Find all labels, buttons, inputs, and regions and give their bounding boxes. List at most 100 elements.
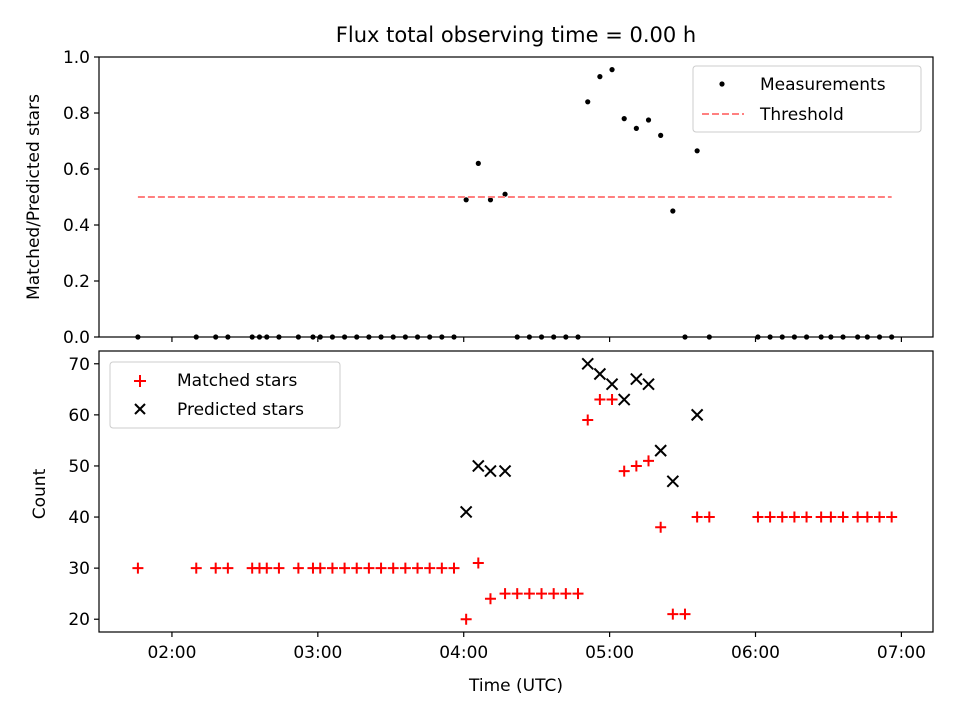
measurements-point <box>475 160 481 166</box>
matched-stars-point <box>764 511 776 523</box>
x-tick-label: 06:00 <box>731 643 780 663</box>
matched-stars-point <box>560 588 572 600</box>
matched-stars-point <box>655 521 667 533</box>
bottom-x-axis: 02:00 03:00 04:00 05:00 06:00 07:00 <box>147 632 926 663</box>
matched-stars-point <box>351 562 363 574</box>
matched-stars-point <box>852 511 864 523</box>
predicted-stars-point <box>642 378 655 391</box>
bottom-y-axis: 20 30 40 50 60 70 <box>68 355 99 630</box>
matched-stars-point <box>548 588 560 600</box>
predicted-stars-point <box>666 475 680 488</box>
predicted-stars-point <box>690 408 704 422</box>
matched-stars-point <box>752 511 764 523</box>
matched-stars-point <box>667 608 679 620</box>
matched-stars-point <box>375 562 387 574</box>
bottom-axes-frame <box>98 350 934 633</box>
top-chart-title: Flux total observing time = 0.00 h <box>336 23 696 47</box>
predicted-stars-point <box>605 378 619 391</box>
matched-stars-point <box>703 511 715 523</box>
measurements-point <box>645 117 652 123</box>
matched-stars-point <box>484 593 496 605</box>
bottom-panel: Count Time (UTC) 20 30 40 50 60 70 02:00 03:00… <box>30 350 934 696</box>
predicted-stars-point <box>459 505 473 519</box>
measurements-point <box>487 197 494 203</box>
matched-stars-point <box>886 511 898 523</box>
matched-stars-point <box>679 608 691 620</box>
measurements-point <box>694 148 700 154</box>
matched-stars-point <box>273 562 285 574</box>
legend-threshold-label: Threshold <box>759 105 844 125</box>
x-tick-label: 03:00 <box>293 643 342 663</box>
predicted-stars-point <box>472 459 485 473</box>
measurements-point <box>633 125 639 131</box>
legend-matched-label: Matched stars <box>177 371 297 391</box>
y-tick-label: 0.8 <box>63 104 90 124</box>
matched-stars-point <box>837 511 849 523</box>
matched-stars-point <box>594 394 606 406</box>
predicted-stars-point <box>581 357 594 370</box>
matched-stars-point <box>606 394 618 406</box>
matched-stars-point <box>363 562 375 574</box>
bottom-legend: Matched stars Predicted stars <box>109 361 341 429</box>
predicted-stars-point <box>498 464 512 478</box>
measurements-point <box>597 74 603 80</box>
top-axes-frame <box>98 56 934 338</box>
y-tick-label: 0.0 <box>63 328 90 348</box>
matched-stars-point <box>801 511 813 523</box>
matched-stars-point <box>339 562 351 574</box>
matched-stars-point <box>618 465 630 477</box>
predicted-stars-point <box>654 444 667 457</box>
measurements-point <box>585 99 591 105</box>
top-legend-box <box>692 65 922 133</box>
x-tick-label: 02:00 <box>147 643 196 663</box>
legend-predicted-marker <box>134 403 146 415</box>
predicted-stars-point <box>630 372 643 386</box>
matched-stars-point <box>691 511 703 523</box>
matched-stars-point <box>825 511 837 523</box>
y-tick-label: 0.2 <box>63 272 90 292</box>
legend-measurements-label: Measurements <box>760 75 886 95</box>
legend-measurements-marker <box>719 81 725 87</box>
matched-stars-point <box>874 511 886 523</box>
top-panel: Flux total observing time = 0.00 h Match… <box>24 23 934 348</box>
y-tick-label: 50 <box>68 457 90 477</box>
matched-stars-point <box>314 562 326 574</box>
y-tick-label: 0.6 <box>63 160 90 180</box>
matched-stars-point <box>448 562 460 574</box>
matched-stars-point <box>424 562 436 574</box>
measurements-point <box>621 116 627 122</box>
bottom-y-axis-label: Count <box>30 468 50 519</box>
matched-stars-point <box>436 562 448 574</box>
matched-stars-point <box>292 562 304 574</box>
matched-stars-point <box>190 562 202 574</box>
bottom-plot-area <box>132 357 898 625</box>
top-y-axis: 0.0 0.2 0.4 0.6 0.8 1.0 <box>63 48 99 348</box>
predicted-stars-point <box>617 393 631 406</box>
matched-stars-point <box>499 588 511 600</box>
matched-stars-point <box>630 460 642 472</box>
top-y-axis-label: Matched/Predicted stars <box>24 94 44 300</box>
measurements-point <box>670 208 676 214</box>
matched-stars-point <box>472 557 484 569</box>
x-tick-label: 07:00 <box>877 643 926 663</box>
matched-stars-point <box>222 562 234 574</box>
matched-stars-point <box>460 613 472 625</box>
y-tick-label: 60 <box>68 406 90 426</box>
x-tick-label: 05:00 <box>585 643 634 663</box>
y-tick-label: 40 <box>68 508 90 528</box>
matched-stars-point <box>536 588 548 600</box>
matched-stars-point <box>861 511 873 523</box>
y-tick-label: 30 <box>68 559 90 579</box>
matched-stars-point <box>511 588 523 600</box>
x-tick-label: 04:00 <box>439 643 488 663</box>
matched-stars-point <box>399 562 411 574</box>
measurements-point <box>463 197 469 203</box>
matched-stars-point <box>788 511 800 523</box>
matched-stars-point <box>387 562 399 574</box>
matched-stars-point <box>523 588 535 600</box>
predicted-stars-point <box>484 464 497 478</box>
matched-stars-point <box>210 562 222 574</box>
matched-stars-point <box>412 562 424 574</box>
measurements-point <box>658 132 664 138</box>
